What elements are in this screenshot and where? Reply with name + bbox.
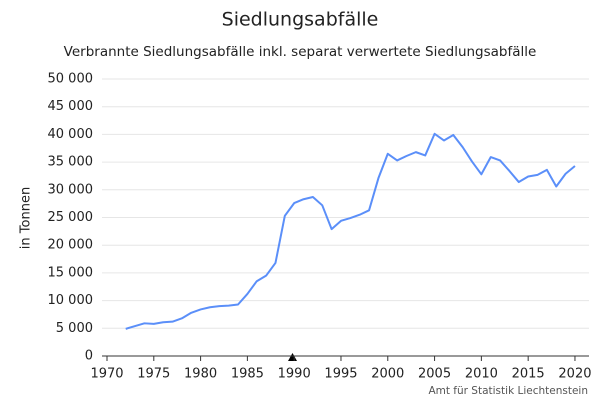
y-tick-label: 40 000	[48, 127, 94, 142]
x-tick-label: 2020	[558, 367, 591, 382]
chart-title: Siedlungsabfälle	[222, 9, 379, 31]
x-tick-label: 1995	[324, 367, 357, 382]
x-tick-label: 1970	[90, 367, 123, 382]
x-tick-label: 1985	[231, 367, 264, 382]
x-tick-label: 2005	[418, 367, 451, 382]
y-tick-label: 50 000	[48, 72, 94, 87]
x-tick-label: 2010	[465, 367, 498, 382]
x-tick-label: 1975	[137, 367, 170, 382]
y-axis-label: in Tonnen	[19, 187, 34, 249]
y-tick-label: 15 000	[48, 265, 94, 280]
y-tick-label: 0	[85, 349, 93, 364]
y-tick-label: 35 000	[48, 155, 94, 170]
y-tick-label: 20 000	[48, 238, 94, 253]
y-tick-label: 30 000	[48, 182, 94, 197]
y-tick-label: 45 000	[48, 99, 94, 114]
y-tick-label: 5 000	[56, 321, 93, 336]
y-tick-label: 25 000	[48, 210, 94, 225]
y-tick-label: 10 000	[48, 293, 94, 308]
chart-subtitle: Verbrannte Siedlungsabfälle inkl. separa…	[64, 44, 537, 60]
marker-triangle	[288, 353, 297, 361]
data-line	[125, 132, 576, 330]
x-tick-label: 2000	[371, 367, 404, 382]
x-tick-label: 1990	[278, 367, 311, 382]
x-tick-label: 2015	[512, 367, 545, 382]
source: Amt für Statistik Liechtenstein	[428, 385, 588, 397]
x-tick-label: 1980	[184, 367, 217, 382]
